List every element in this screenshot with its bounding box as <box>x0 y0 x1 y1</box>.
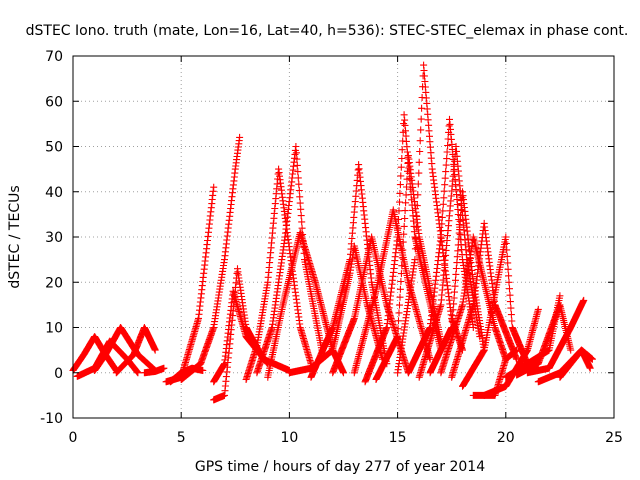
series-markers <box>253 143 326 377</box>
y-tick-label: -10 <box>40 411 63 427</box>
series-arc26 <box>459 233 531 390</box>
series-markers <box>177 133 244 383</box>
y-tick-label: 60 <box>45 94 63 110</box>
series-markers <box>426 188 488 377</box>
series-markers <box>242 165 315 383</box>
series-markers <box>307 161 391 381</box>
series-arc31 <box>523 296 588 377</box>
y-tick-label: 30 <box>45 230 63 246</box>
y-tick-label: 50 <box>45 140 63 156</box>
x-tick-label: 5 <box>177 430 186 446</box>
chart-title: dSTEC Iono. truth (mate, Lon=16, Lat=40,… <box>26 23 629 39</box>
y-tick-label: 10 <box>45 321 63 337</box>
series-arc12 <box>253 143 326 377</box>
x-axis-label: GPS time / hours of day 277 of year 2014 <box>195 459 485 475</box>
series-arc19 <box>372 152 445 383</box>
x-tick-label: 20 <box>497 430 515 446</box>
axis-ticks <box>72 55 615 419</box>
data-marks <box>69 61 596 404</box>
tick-labels: 0 5 10 15 20 25 -10 0 10 20 30 40 50 60 70 <box>40 49 623 446</box>
series-markers <box>459 233 531 390</box>
y-tick-label: 40 <box>45 185 63 201</box>
x-tick-label: 25 <box>605 430 623 446</box>
y-tick-label: 70 <box>45 49 63 65</box>
series-markers <box>513 301 575 379</box>
series-markers <box>523 296 588 377</box>
series-arc11 <box>242 165 315 383</box>
series-arc23 <box>426 188 488 377</box>
series-arc16 <box>329 233 412 377</box>
x-tick-label: 10 <box>280 430 298 446</box>
series-arc13 <box>264 229 347 381</box>
series-markers <box>556 346 594 381</box>
series-markers <box>372 152 445 383</box>
x-tick-label: 0 <box>69 430 78 446</box>
series-arc15 <box>307 161 391 381</box>
series-arc05 <box>140 364 168 377</box>
series-markers <box>112 324 159 377</box>
series-markers <box>140 364 168 377</box>
series-arc08 <box>177 133 244 383</box>
x-tick-label: 15 <box>389 430 407 446</box>
y-tick-label: 20 <box>45 275 63 291</box>
y-tick-label: 0 <box>54 366 63 382</box>
series-markers <box>329 233 412 377</box>
series-markers <box>264 229 347 381</box>
series-arc04 <box>112 324 159 377</box>
series-arc33 <box>556 346 594 381</box>
y-axis-label: dSTEC / TECUs <box>7 185 23 288</box>
series-arc17 <box>350 206 434 377</box>
series-arc30 <box>513 301 575 379</box>
series-markers <box>350 206 434 377</box>
